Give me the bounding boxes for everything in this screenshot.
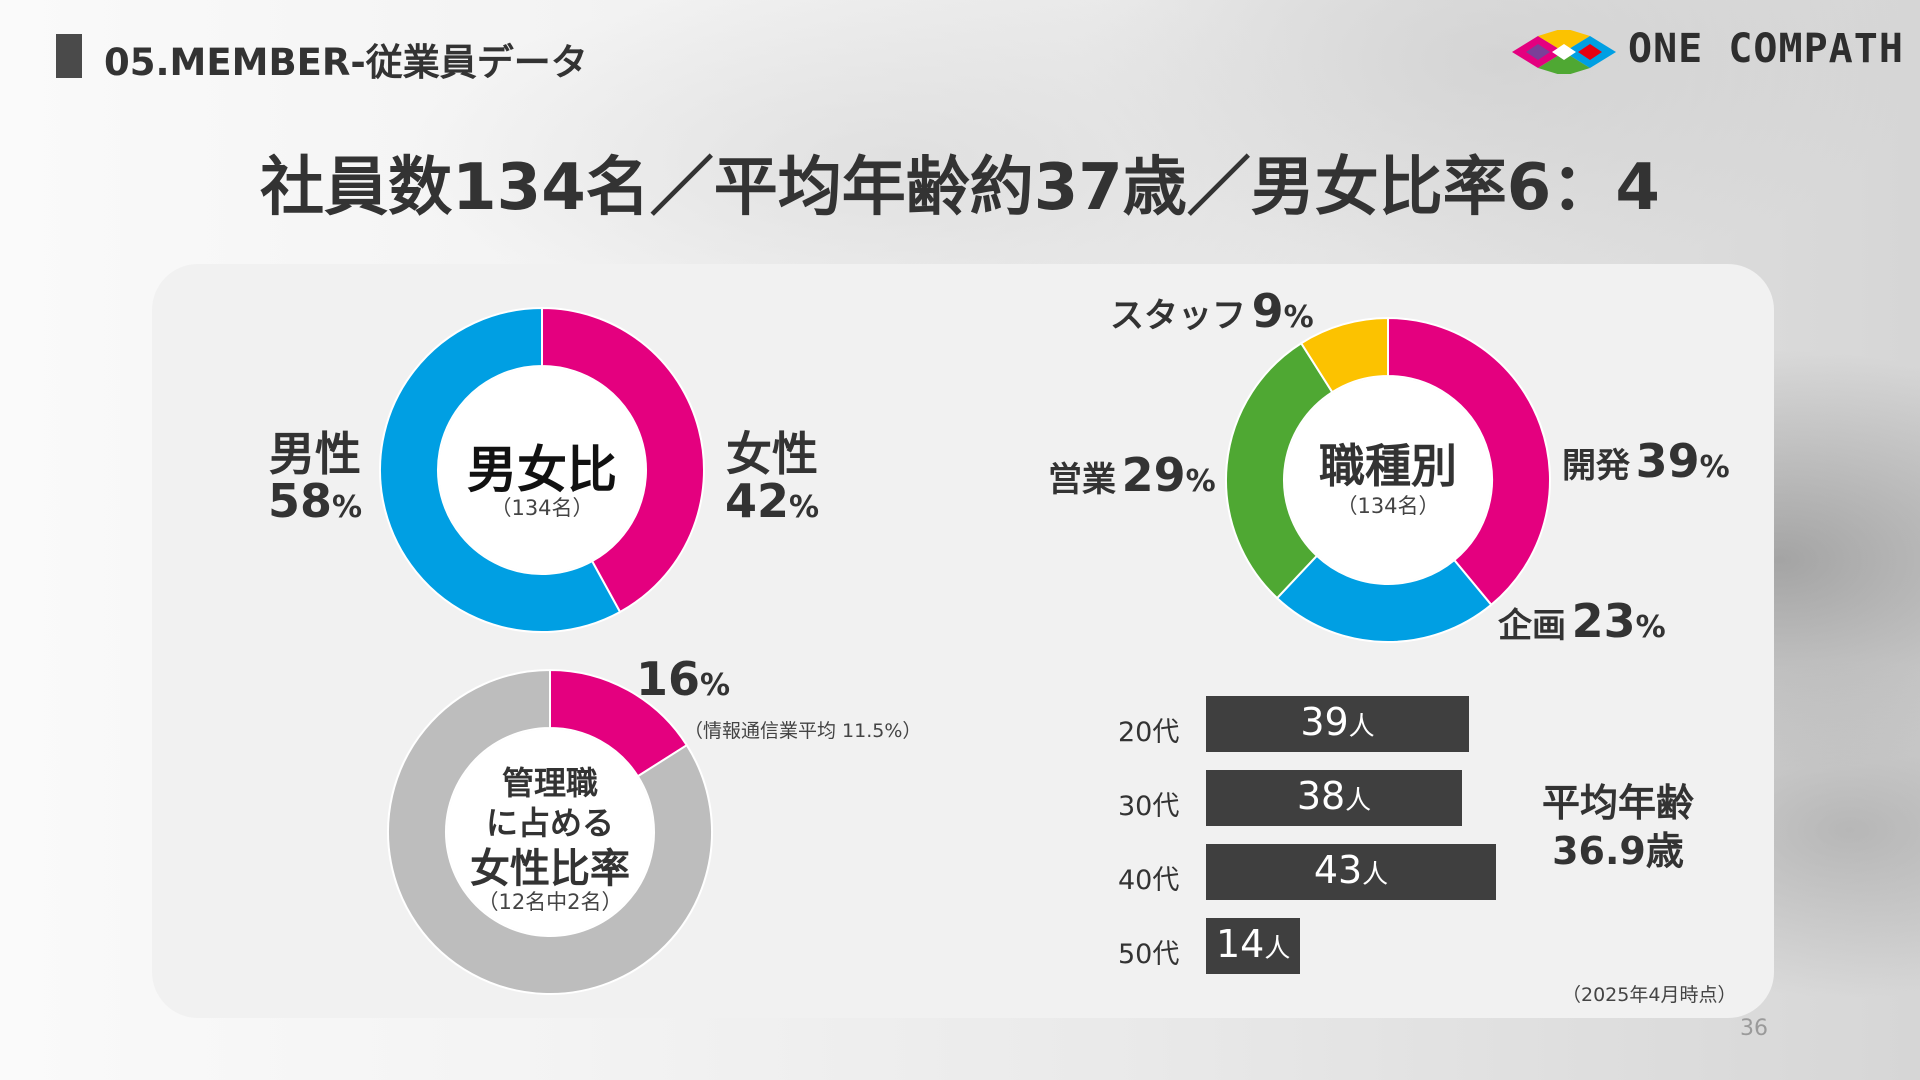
jobtype-value: 29 [1121, 448, 1186, 502]
female-label: 女性 [726, 427, 818, 481]
female-percentage: 42% [702, 474, 842, 528]
donut-slice-male [379, 306, 622, 633]
age-count-unit: 人 [1362, 860, 1389, 890]
manager-chart-title-line2: に占める [485, 804, 614, 842]
jobtype-chart-subtitle: （134名） [1336, 494, 1440, 518]
donut-slice-planning [1275, 554, 1493, 643]
donut-slice-other-managers [387, 668, 713, 995]
jobtype-label-staff: スタッフ 9% [1110, 284, 1314, 338]
average-age-label: 平均年齢 [1541, 781, 1694, 825]
jobtype-value: 39 [1635, 434, 1700, 488]
industry-average-note: （情報通信業平均 11.5%） [684, 720, 922, 742]
manager-chart-title-line1: 管理職 [501, 764, 598, 802]
age-count-unit: 人 [1345, 786, 1372, 816]
age-bar [1206, 844, 1496, 900]
age-count-value: 14 [1216, 922, 1265, 966]
manager-female-value: 16 [636, 652, 701, 706]
donut-center [447, 729, 653, 935]
age-bar-count-label: 38人 [1206, 774, 1462, 818]
percent-sign: % [1635, 610, 1666, 645]
age-bar-count-label: 43人 [1206, 848, 1496, 892]
jobtype-value: 23 [1571, 594, 1636, 648]
manager-female-percentage: 16% [636, 652, 730, 706]
donut-slice-sales [1225, 341, 1334, 600]
jobtype-name: スタッフ [1110, 296, 1246, 336]
gender-chart-title: 男女比 [467, 441, 617, 499]
jobtype-name: 営業 [1048, 460, 1116, 500]
age-bar [1206, 918, 1300, 974]
age-category-label: 50代 [1118, 939, 1180, 970]
percent-sign: % [1283, 300, 1314, 335]
female-manager-ratio-donut-chart [387, 668, 713, 995]
average-age-value: 36.9歳 [1552, 829, 1684, 873]
age-bar [1206, 770, 1462, 826]
age-category-label: 40代 [1118, 865, 1180, 896]
jobtype-name: 開発 [1562, 446, 1630, 486]
donut-center [1285, 377, 1491, 583]
donut-slice-female [541, 306, 705, 614]
as-of-date-note: （2025年4月時点） [1562, 984, 1737, 1006]
manager-chart-title-line3: 女性比率 [470, 846, 630, 892]
age-bar [1206, 696, 1469, 752]
jobtype-label-development: 開発 39% [1562, 434, 1730, 488]
male-value: 58 [267, 474, 332, 528]
section-title: 05.MEMBER-従業員データ [104, 41, 588, 84]
donut-slice-staff [1299, 316, 1389, 394]
percent-sign: % [331, 490, 363, 525]
male-label: 男性 [269, 427, 361, 481]
percent-sign: % [700, 668, 731, 703]
age-category-label: 30代 [1118, 791, 1180, 822]
age-count-unit: 人 [1348, 712, 1375, 742]
jobtype-label-planning: 企画 23% [1498, 594, 1666, 648]
page-headline: 社員数134名／平均年齢約37歳／男女比率6：4 [260, 151, 1660, 225]
age-count-value: 39 [1300, 700, 1349, 744]
gender-chart-subtitle: （134名） [490, 496, 594, 520]
age-bar-count-label: 14人 [1216, 922, 1290, 966]
percent-sign: % [1185, 464, 1216, 499]
job-type-donut-chart [1225, 316, 1551, 643]
section-marker [56, 34, 82, 78]
donut-center [439, 367, 645, 573]
jobtype-name: 企画 [1498, 606, 1566, 646]
male-percentage: 58% [245, 474, 385, 528]
age-count-value: 43 [1313, 848, 1363, 892]
percent-sign: % [788, 490, 820, 525]
onecompath-logo-icon [1512, 30, 1616, 74]
age-count-unit: 人 [1264, 934, 1291, 964]
percent-sign: % [1699, 450, 1730, 485]
jobtype-chart-title: 職種別 [1319, 439, 1457, 493]
gender-ratio-donut-chart [379, 306, 705, 633]
age-category-label: 20代 [1118, 717, 1180, 748]
age-count-value: 38 [1296, 774, 1346, 818]
jobtype-label-sales: 営業 29% [1048, 448, 1216, 502]
age-bar-count-label: 39人 [1206, 700, 1469, 744]
jobtype-value: 9 [1251, 284, 1284, 338]
donut-slice-development [1387, 316, 1551, 607]
female-value: 42 [724, 474, 789, 528]
page-number: 36 [1740, 1016, 1768, 1041]
manager-chart-subtitle: （12名中2名） [477, 890, 623, 914]
company-logo-text: ONE COMPATH [1628, 26, 1904, 72]
